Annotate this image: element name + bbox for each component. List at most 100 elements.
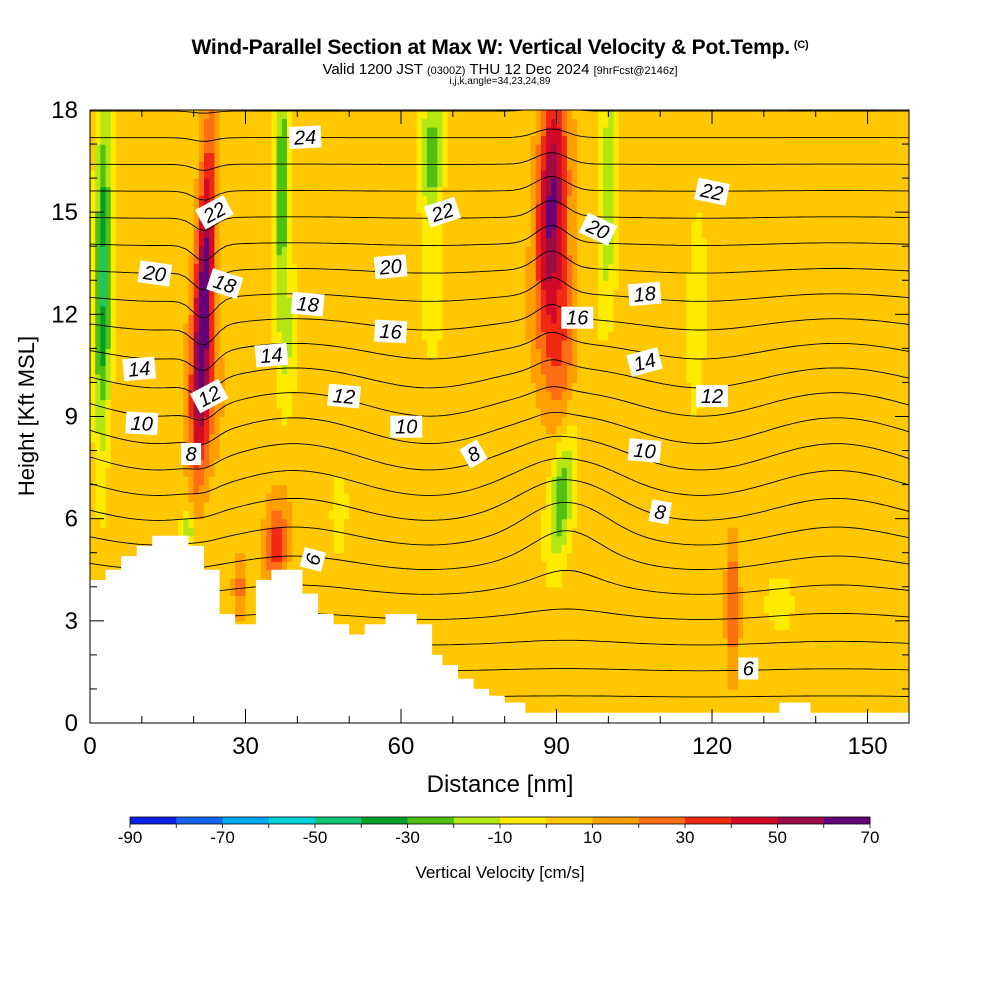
- w-cell: [302, 339, 309, 349]
- w-cell: [281, 169, 288, 179]
- w-cell: [442, 263, 449, 273]
- w-cell: [152, 229, 158, 239]
- w-cell: [126, 254, 133, 264]
- w-cell: [328, 203, 335, 213]
- w-cell: [100, 535, 107, 545]
- w-cell: [147, 220, 153, 230]
- w-cell: [157, 501, 164, 511]
- w-cell: [90, 161, 96, 171]
- w-cell: [390, 476, 397, 486]
- w-cell: [328, 178, 335, 188]
- w-cell: [318, 484, 324, 494]
- w-cell: [183, 373, 190, 384]
- w-cell: [416, 263, 423, 273]
- w-cell: [235, 518, 241, 528]
- w-cell: [250, 382, 257, 392]
- w-cell: [369, 331, 376, 341]
- w-cell: [261, 382, 267, 392]
- w-cell: [447, 603, 454, 613]
- w-cell: [136, 450, 143, 460]
- w-cell: [224, 110, 231, 120]
- w-cell: [401, 552, 407, 562]
- w-cell: [115, 118, 122, 128]
- w-cell: [281, 399, 288, 409]
- w-cell: [338, 178, 345, 188]
- w-cell: [183, 110, 190, 120]
- w-cell: [255, 484, 262, 494]
- w-cell: [115, 178, 122, 188]
- w-cell: [235, 501, 241, 511]
- w-cell: [323, 110, 330, 120]
- w-cell: [338, 510, 345, 520]
- w-cell: [395, 314, 402, 324]
- w-cell: [411, 578, 418, 588]
- w-cell: [354, 510, 361, 520]
- w-cell: [157, 314, 164, 324]
- w-cell: [229, 476, 236, 486]
- w-cell: [240, 561, 247, 571]
- w-cell: [390, 212, 397, 222]
- w-cell: [209, 373, 215, 384]
- w-cell: [100, 118, 107, 128]
- w-cell: [152, 390, 158, 401]
- w-cell: [312, 416, 319, 426]
- w-cell: [426, 552, 433, 562]
- w-cell: [121, 399, 127, 409]
- w-cell: [276, 246, 283, 256]
- w-cell: [364, 220, 371, 230]
- w-cell: [141, 127, 148, 137]
- w-cell: [115, 476, 122, 486]
- w-cell: [152, 288, 158, 298]
- w-cell: [281, 518, 288, 528]
- w-cell: [136, 152, 143, 162]
- w-cell: [437, 161, 444, 171]
- w-cell: [167, 237, 174, 247]
- w-cell: [359, 527, 366, 537]
- w-cell: [245, 356, 252, 367]
- w-cell: [338, 493, 345, 503]
- w-cell: [141, 297, 148, 307]
- w-cell: [157, 407, 164, 418]
- w-cell: [255, 527, 262, 537]
- w-cell: [141, 135, 148, 145]
- w-cell: [240, 518, 247, 528]
- w-cell: [318, 501, 324, 511]
- w-cell: [432, 433, 438, 443]
- w-cell: [209, 152, 215, 162]
- w-cell: [172, 510, 179, 520]
- w-cell: [255, 110, 262, 120]
- w-cell: [261, 178, 267, 188]
- w-cell: [271, 416, 278, 426]
- w-cell: [411, 561, 418, 571]
- w-cell: [421, 484, 428, 494]
- w-cell: [141, 237, 148, 247]
- w-cell: [442, 331, 449, 341]
- w-cell: [333, 144, 340, 154]
- w-cell: [136, 246, 143, 256]
- w-cell: [172, 203, 179, 213]
- w-cell: [214, 314, 221, 324]
- w-cell: [219, 510, 226, 520]
- w-cell: [276, 161, 283, 171]
- w-cell: [235, 220, 241, 230]
- w-cell: [131, 322, 138, 332]
- w-cell: [214, 442, 221, 452]
- w-cell: [121, 476, 127, 486]
- w-cell: [245, 161, 252, 171]
- w-cell: [209, 169, 215, 179]
- w-cell: [354, 212, 361, 222]
- w-cell: [95, 195, 101, 205]
- w-cell: [395, 518, 402, 528]
- w-cell: [147, 229, 153, 239]
- w-cell: [323, 297, 330, 307]
- w-cell: [333, 535, 340, 545]
- w-cell: [333, 118, 340, 128]
- w-cell: [307, 237, 314, 247]
- w-cell: [297, 169, 304, 179]
- w-cell: [121, 390, 127, 401]
- w-cell: [250, 186, 257, 196]
- w-cell: [323, 203, 330, 213]
- w-cell: [380, 407, 387, 418]
- w-cell: [183, 425, 190, 435]
- w-cell: [437, 220, 444, 230]
